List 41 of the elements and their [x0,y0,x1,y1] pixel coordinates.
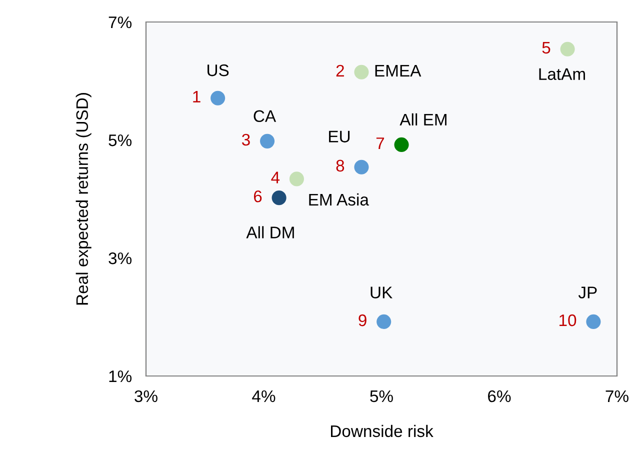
point [394,137,409,152]
y-axis-title: Real expected returns (USD) [76,93,92,305]
x-axis-title: Downside risk [331,424,434,438]
point [289,172,304,186]
point [560,42,575,56]
annotation: EM Asia [309,193,369,206]
annotation: JP [578,286,597,298]
annotation: US [208,64,229,76]
annotation: 4 [271,172,280,184]
point [354,64,369,80]
annotation: 3 [242,134,250,146]
annotation: EMEA [375,64,422,76]
annotation: 1 [193,90,200,102]
annotation: 9 [358,314,366,326]
x-tick-label: 5% [370,390,393,402]
y-tick-label: 1% [109,370,132,382]
annotation: 5 [542,42,550,54]
point [376,314,392,330]
point [272,190,286,206]
y-tick-label: 5% [108,134,132,146]
point [354,160,369,174]
annotation: All EM [400,113,446,126]
annotation: 6 [254,190,262,202]
point [210,90,226,106]
annotation: EU [329,130,350,142]
x-tick-label: 7% [606,390,628,402]
point [260,134,275,148]
x-tick-label: 6% [488,390,511,402]
y-tick-label: 7% [108,16,132,28]
annotation: All DM [246,226,294,238]
annotation: 2 [336,64,344,76]
annotation: 7 [376,138,384,150]
annotation: UK [370,286,392,298]
x-tick-label: 4% [252,390,276,402]
annotation: 10 [560,314,576,326]
y-tick-label: 3% [108,252,132,264]
point [586,314,601,330]
x-tick-label: 3% [134,390,158,402]
annotation: LatAm [539,68,585,80]
annotation: CA [254,110,276,122]
annotation: 8 [336,160,344,172]
